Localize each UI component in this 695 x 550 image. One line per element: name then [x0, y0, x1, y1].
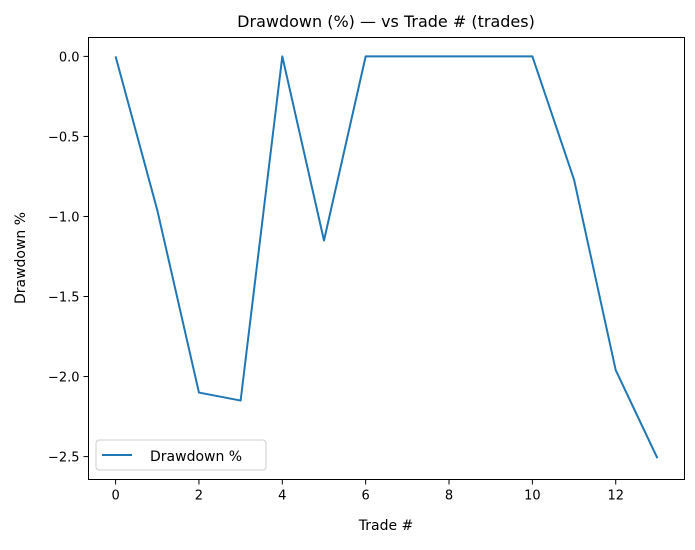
x-tick-label: 0	[111, 489, 119, 504]
x-tick-label: 10	[524, 489, 541, 504]
series-line-drawdown	[114, 55, 659, 459]
y-tick-label: −1.5	[48, 291, 80, 306]
x-tick-label: 4	[278, 489, 286, 504]
plot-area-frame	[88, 37, 685, 480]
y-tick-label: 0.0	[59, 50, 80, 65]
x-tick-label: 6	[362, 489, 370, 504]
x-tick-label: 12	[607, 489, 624, 504]
y-axis-label: Drawdown %	[13, 212, 29, 304]
x-axis-label: Trade #	[358, 518, 414, 534]
x-tick-label: 2	[195, 489, 203, 504]
y-tick-label: −1.0	[48, 210, 80, 225]
y-tick-label: −0.5	[48, 130, 80, 145]
legend: Drawdown %	[95, 439, 267, 471]
y-tick-label: −2.0	[48, 371, 80, 386]
y-tick-label: −2.5	[48, 451, 80, 466]
chart-title: Drawdown (%) — vs Trade # (trades)	[237, 12, 535, 31]
x-tick-label: 8	[445, 489, 453, 504]
legend-box	[95, 439, 267, 471]
legend-label: Drawdown %	[150, 449, 242, 465]
